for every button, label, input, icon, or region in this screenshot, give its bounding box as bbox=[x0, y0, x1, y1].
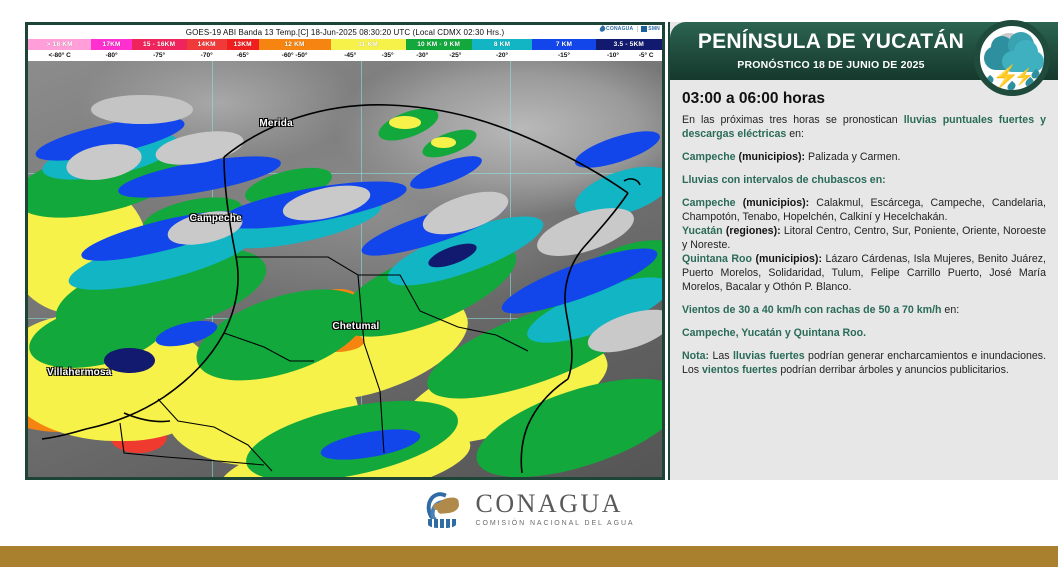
footer-gold-bar bbox=[0, 546, 1058, 567]
conagua-footer-logo: CONAGUA COMISIÓN NACIONAL DEL AGUA bbox=[0, 487, 1058, 530]
intro-text-a: En las próximas tres horas se pronostica… bbox=[682, 114, 904, 126]
note-text-e: podrían derribar árboles y anuncios publ… bbox=[777, 363, 1009, 376]
smn-logo-small: SMN bbox=[637, 26, 660, 32]
showers-kind: (municipios): bbox=[742, 196, 810, 209]
satellite-header-bar: GOES-19 ABI Banda 13 Temp.[C] 18-Jun-202… bbox=[28, 25, 662, 39]
showers-quintana-roo: Quintana Roo (municipios): Lázaro Cárden… bbox=[682, 253, 1046, 295]
temperature-color-scale: > 18 KM 17KM 15 - 16KM 14KM 13KM 12 KM 11 KM 10… bbox=[28, 39, 662, 50]
forecast-body: 03:00 a 06:00 horas En las próximas tres… bbox=[670, 80, 1058, 393]
showers-yucatan: Yucatán (regiones): Litoral Centro, Cent… bbox=[682, 225, 1046, 253]
scale-cell: > 18 KM bbox=[28, 39, 92, 50]
smn-logo-small-label: SMN bbox=[648, 26, 660, 32]
note-text-a: Las bbox=[709, 349, 733, 362]
showers-state: Quintana Roo bbox=[682, 252, 752, 265]
scale-cell: 3.5 - 5KM bbox=[595, 39, 662, 50]
scale-cell: 11 KM bbox=[330, 39, 406, 50]
showers-kind: (municipios): bbox=[755, 252, 822, 265]
gridline-horizontal bbox=[28, 172, 662, 174]
wind-states: Campeche, Yucatán y Quintana Roo. bbox=[682, 326, 867, 339]
moon-thunderstorm-rain-icon: ⚡ ⚡ bbox=[974, 20, 1050, 96]
gridline-vertical bbox=[360, 61, 362, 477]
cloud-blob bbox=[430, 136, 456, 148]
forecast-date-subtitle: PRONÓSTICO 18 DE JUNIO DE 2025 bbox=[737, 59, 925, 71]
cloud-icon bbox=[1002, 40, 1044, 72]
note-paragraph: Nota: Las lluvias fuertes podrían genera… bbox=[682, 350, 1046, 378]
intro-highlight: lluvias puntuales fuertes y descargas el… bbox=[682, 114, 1046, 140]
forecast-header: PENÍNSULA DE YUCATÁN PRONÓSTICO 18 DE JU… bbox=[670, 20, 1058, 96]
wind-heading: Vientos de 30 a 40 km/h con rachas de 50… bbox=[682, 304, 1046, 318]
wind-heading-tail: en: bbox=[941, 303, 960, 316]
smn-mark-icon bbox=[641, 26, 648, 32]
temp-tick-label: -65° bbox=[236, 52, 249, 59]
time-range-heading: 03:00 a 06:00 horas bbox=[682, 90, 826, 107]
temp-tick-label: -15° bbox=[558, 52, 571, 59]
strong-rain-state: Campeche bbox=[682, 150, 736, 163]
showers-list: Calakmul, Escárcega, Campeche, Candelari… bbox=[682, 196, 1046, 223]
temp-tick-label: -20° bbox=[496, 52, 509, 59]
intro-paragraph: En las próximas tres horas se pronostica… bbox=[682, 114, 1046, 142]
temp-tick-label: -80° bbox=[105, 52, 118, 59]
note-highlight-wind: vientos fuertes bbox=[702, 363, 778, 376]
satellite-map-canvas: Merida Campeche Chetumal Villahermosa bbox=[28, 61, 662, 477]
temp-tick-label: -70° bbox=[200, 52, 213, 59]
wind-heading-text: Vientos de 30 a 40 km/h con rachas de 50… bbox=[682, 303, 942, 316]
coastline-overlay bbox=[41, 104, 641, 474]
temp-tick-label: -5° C bbox=[638, 52, 654, 59]
satellite-image-panel: GOES-19 ABI Banda 13 Temp.[C] 18-Jun-202… bbox=[25, 22, 665, 480]
satellite-header-title: GOES-19 ABI Banda 13 Temp.[C] 18-Jun-202… bbox=[185, 27, 505, 37]
conagua-logo-small-label: CONAGUA bbox=[606, 26, 634, 32]
intro-text-c: en: bbox=[786, 127, 804, 140]
conagua-emblem-icon bbox=[420, 487, 464, 530]
temp-tick-label: -75° bbox=[153, 52, 166, 59]
note-text-c: podrían generar encharcamientos e inunda… bbox=[682, 349, 1047, 376]
temp-tick-label: -30° bbox=[416, 52, 429, 59]
wind-states-line: Campeche, Yucatán y Quintana Roo. bbox=[682, 327, 1046, 341]
temp-tick-label: -35° bbox=[381, 52, 394, 59]
showers-list: Lázaro Cárdenas, Isla Mujeres, Benito Ju… bbox=[682, 252, 1046, 293]
showers-list: Litoral Centro, Centro, Sur, Poniente, O… bbox=[682, 224, 1046, 251]
showers-state: Yucatán bbox=[682, 224, 723, 237]
showers-heading-text: Lluvias con intervalos de chubascos en: bbox=[682, 173, 886, 186]
temp-tick-label: -60° -50° bbox=[281, 52, 308, 59]
scale-cell: 15 - 16KM bbox=[131, 39, 187, 50]
temperature-value-axis: <-80° C -80° -75° -70° -65° -60° -50° -45° -35°… bbox=[28, 50, 662, 61]
conagua-name: CONAGUA bbox=[475, 489, 624, 518]
cloud-blob bbox=[389, 115, 422, 129]
temp-tick-label: -45° bbox=[344, 52, 357, 59]
showers-campeche: Campeche (municipios): Calakmul, Escárce… bbox=[682, 197, 1046, 225]
strong-rain-kind: (municipios): bbox=[738, 150, 806, 163]
conagua-logo-small: CONAGUA bbox=[598, 25, 634, 33]
strong-rain-line: Campeche (municipios): Palizada y Carmen… bbox=[682, 151, 1046, 165]
satellite-logos: CONAGUA SMN bbox=[598, 25, 660, 33]
scale-cell: 12 KM bbox=[258, 39, 331, 50]
showers-heading: Lluvias con intervalos de chubascos en: bbox=[682, 174, 1046, 188]
temp-tick-label: <-80° C bbox=[48, 52, 71, 59]
temp-tick-label: -10° bbox=[607, 52, 619, 59]
scale-cell: 10 KM - 9 KM bbox=[405, 39, 472, 50]
conagua-wordmark: CONAGUA COMISIÓN NACIONAL DEL AGUA bbox=[475, 489, 635, 528]
note-label: Nota: bbox=[682, 349, 710, 362]
note-highlight-rain: lluvias fuertes bbox=[732, 349, 805, 362]
temp-tick-label: -25° bbox=[449, 52, 462, 59]
forecast-panel: PENÍNSULA DE YUCATÁN PRONÓSTICO 18 DE JU… bbox=[668, 20, 1058, 480]
water-lines-icon bbox=[427, 519, 456, 528]
scale-cell: 14KM bbox=[186, 39, 227, 50]
strong-rain-list: Palizada y Carmen. bbox=[805, 150, 901, 163]
scale-cell: 13KM bbox=[226, 39, 259, 50]
scale-cell: 8 KM bbox=[471, 39, 533, 50]
showers-state: Campeche bbox=[682, 196, 736, 209]
scale-cell: 7 KM bbox=[532, 39, 596, 50]
conagua-tagline: COMISIÓN NACIONAL DEL AGUA bbox=[475, 520, 635, 527]
showers-kind: (regiones): bbox=[725, 224, 781, 237]
page-title: PENÍNSULA DE YUCATÁN bbox=[697, 30, 965, 53]
cloud-blob bbox=[91, 94, 193, 125]
cloud-blob bbox=[104, 347, 155, 374]
scale-cell: 17KM bbox=[91, 39, 132, 50]
